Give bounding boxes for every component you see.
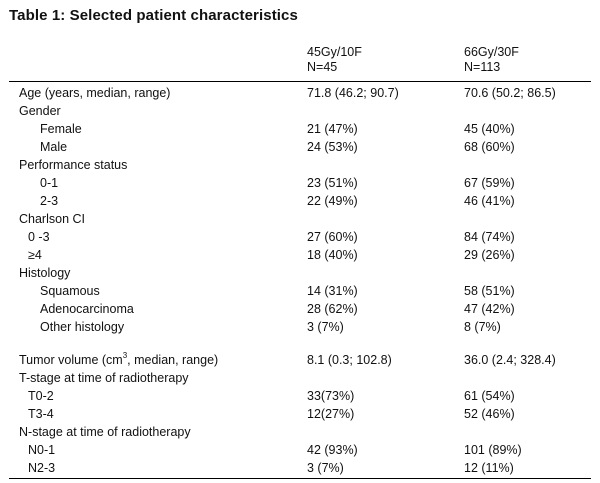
table-row: 0-1 23 (51%) 67 (59%)	[0, 174, 600, 192]
cell-66gy: 101 (89%)	[464, 443, 522, 457]
row-label: Performance status	[19, 158, 128, 172]
row-label-text: Tumor volume (cm	[19, 353, 123, 367]
cell-66gy: 8 (7%)	[464, 320, 501, 334]
cell-45gy: 3 (7%)	[307, 461, 344, 475]
table-row: Female 21 (47%) 45 (40%)	[0, 120, 600, 138]
table-row: Age (years, median, range) 71.8 (46.2; 9…	[0, 84, 600, 102]
row-label: Age (years, median, range)	[19, 86, 171, 100]
row-label: N-stage at time of radiotherapy	[19, 425, 191, 439]
column-header-n: N=113	[464, 60, 501, 74]
table-row: Other histology 3 (7%) 8 (7%)	[0, 318, 600, 336]
row-label: 2-3	[40, 194, 59, 208]
row-label: T0-2	[28, 389, 54, 403]
row-label: Male	[40, 140, 68, 154]
cell-45gy: 3 (7%)	[307, 320, 344, 334]
cell-66gy: 45 (40%)	[464, 122, 515, 136]
column-header-66gy: 66Gy/30F N=113	[464, 45, 519, 75]
cell-45gy: 27 (60%)	[307, 230, 358, 244]
cell-45gy: 21 (47%)	[307, 122, 358, 136]
row-label: Other histology	[40, 320, 125, 334]
table-row: Gender	[0, 102, 600, 120]
cell-66gy: 47 (42%)	[464, 302, 515, 316]
column-header-dose: 45Gy/10F	[307, 45, 362, 59]
table-row: Performance status	[0, 156, 600, 174]
cell-45gy: 24 (53%)	[307, 140, 358, 154]
cell-66gy: 61 (54%)	[464, 389, 515, 403]
cell-66gy: 29 (26%)	[464, 248, 515, 262]
table-row: N0-1 42 (93%) 101 (89%)	[0, 441, 600, 459]
cell-66gy: 36.0 (2.4; 328.4)	[464, 353, 556, 367]
row-label: Gender	[19, 104, 61, 118]
row-label: Histology	[19, 266, 71, 280]
row-label: Female	[40, 122, 82, 136]
cell-45gy: 8.1 (0.3; 102.8)	[307, 353, 392, 367]
row-label: Tumor volume (cm3, median, range)	[19, 351, 218, 369]
table-row: ≥4 18 (40%) 29 (26%)	[0, 246, 600, 264]
cell-66gy: 12 (11%)	[464, 461, 514, 475]
cell-66gy: 52 (46%)	[464, 407, 515, 421]
cell-45gy: 42 (93%)	[307, 443, 358, 457]
table-row: T0-2 33(73%) 61 (54%)	[0, 387, 600, 405]
row-label-text: , median, range)	[127, 353, 219, 367]
table-row: T-stage at time of radiotherapy	[0, 369, 600, 387]
cell-45gy: 23 (51%)	[307, 176, 358, 190]
table-row: Tumor volume (cm3, median, range) 8.1 (0…	[0, 351, 600, 369]
table-row: Squamous 14 (31%) 58 (51%)	[0, 282, 600, 300]
column-header-dose: 66Gy/30F	[464, 45, 519, 59]
table-row: 2-3 22 (49%) 46 (41%)	[0, 192, 600, 210]
table-row: N2-3 3 (7%) 12 (11%)	[0, 459, 600, 477]
cell-66gy: 67 (59%)	[464, 176, 515, 190]
row-label: 0-1	[40, 176, 59, 190]
cell-45gy: 22 (49%)	[307, 194, 358, 208]
cell-45gy: 33(73%)	[307, 389, 355, 403]
cell-66gy: 68 (60%)	[464, 140, 515, 154]
cell-66gy: 58 (51%)	[464, 284, 515, 298]
table-row: Male 24 (53%) 68 (60%)	[0, 138, 600, 156]
superscript: 3	[122, 350, 128, 360]
column-header-45gy: 45Gy/10F N=45	[307, 45, 362, 75]
row-label: Adenocarcinoma	[40, 302, 134, 316]
header-rule	[9, 81, 591, 82]
bottom-rule	[9, 478, 591, 479]
table-row: Adenocarcinoma 28 (62%) 47 (42%)	[0, 300, 600, 318]
row-label: N2-3	[28, 461, 56, 475]
row-label: ≥4	[28, 248, 42, 262]
cell-45gy: 18 (40%)	[307, 248, 358, 262]
row-label: N0-1	[28, 443, 56, 457]
table-row: N-stage at time of radiotherapy	[0, 423, 600, 441]
row-label: 0 -3	[28, 230, 50, 244]
table-row: Histology	[0, 264, 600, 282]
cell-66gy: 84 (74%)	[464, 230, 515, 244]
cell-45gy: 71.8 (46.2; 90.7)	[307, 86, 399, 100]
cell-45gy: 28 (62%)	[307, 302, 358, 316]
row-label: Charlson CI	[19, 212, 85, 226]
row-label: T3-4	[28, 407, 54, 421]
row-label: T-stage at time of radiotherapy	[19, 371, 189, 385]
cell-45gy: 14 (31%)	[307, 284, 358, 298]
cell-45gy: 12(27%)	[307, 407, 355, 421]
table-row: 0 -3 27 (60%) 84 (74%)	[0, 228, 600, 246]
table-row: T3-4 12(27%) 52 (46%)	[0, 405, 600, 423]
row-label: Squamous	[40, 284, 100, 298]
column-header-n: N=45	[307, 60, 338, 74]
cell-66gy: 46 (41%)	[464, 194, 515, 208]
table-row: Charlson CI	[0, 210, 600, 228]
table-title: Table 1: Selected patient characteristic…	[9, 7, 298, 24]
cell-66gy: 70.6 (50.2; 86.5)	[464, 86, 556, 100]
